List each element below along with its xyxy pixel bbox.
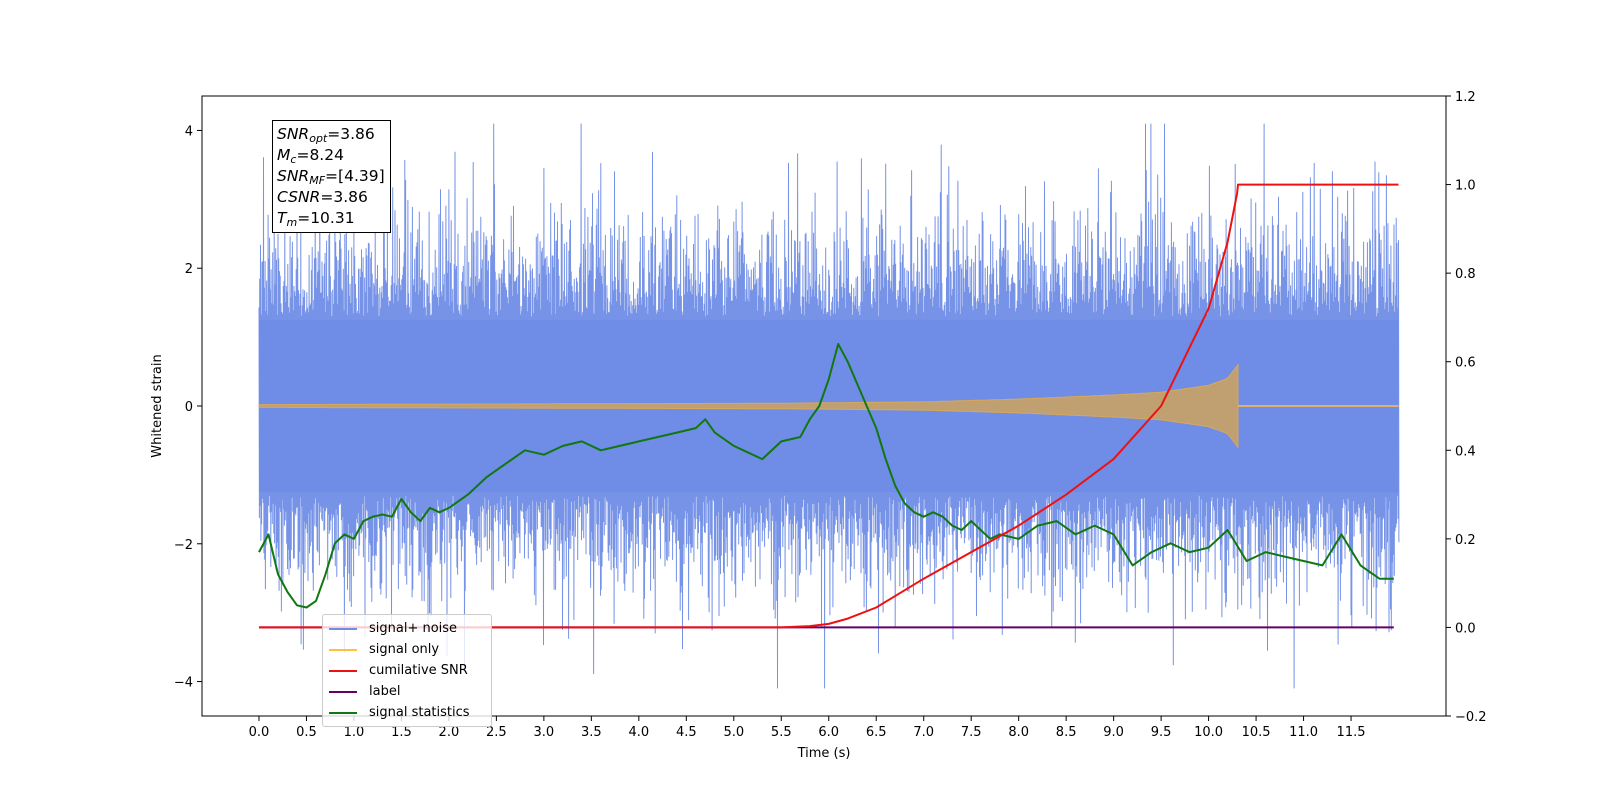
legend-label: cumilative SNR [369, 663, 468, 678]
legend-item-label: label [329, 681, 485, 702]
legend-swatch [329, 690, 357, 693]
y-right-tick-label: 0.8 [1455, 267, 1476, 282]
x-tick-label: 5.0 [723, 725, 744, 740]
x-tick-label: 8.5 [1056, 725, 1077, 740]
y-axis-title-left: Whitened strain [150, 354, 165, 457]
y-left-tick-label: −4 [174, 676, 193, 691]
x-tick-label: 0.5 [296, 725, 317, 740]
y-right-tick-label: 1.2 [1455, 90, 1476, 105]
legend-label: label [369, 684, 401, 699]
x-tick-label: 0.0 [249, 725, 270, 740]
snr-mf-value: [4.39] [338, 167, 385, 185]
x-tick-label: 2.0 [439, 725, 460, 740]
x-tick-label: 11.0 [1289, 725, 1318, 740]
x-tick-label: 5.5 [771, 725, 792, 740]
legend-item-cumulative-snr: cumilative SNR [329, 660, 485, 681]
x-tick-label: 8.0 [1008, 725, 1029, 740]
x-axis-title: Time (s) [797, 746, 851, 761]
csnr-line: CSNR=3.86 [277, 188, 368, 206]
x-tick-label: 4.0 [628, 725, 649, 740]
legend-item-signal-plus-noise: signal+ noise [329, 618, 485, 639]
y-left-tick-label: 4 [185, 124, 193, 139]
legend-label: signal+ noise [369, 621, 458, 636]
x-tick-label: 10.5 [1242, 725, 1271, 740]
signal-statistics-line [258, 343, 1394, 609]
x-tick-label: 1.5 [391, 725, 412, 740]
legend-item-signal-only: signal only [329, 639, 485, 660]
x-tick-label: 10.0 [1194, 725, 1223, 740]
legend-swatch [329, 648, 357, 651]
legend-label: signal only [369, 642, 440, 657]
axes: 0.0 0.5 1.0 1.5 2.0 2.5 3.0 3.5 4.0 4.5 5.0 5.5 6.0 6… [174, 90, 1487, 740]
x-tick-label: 6.0 [818, 725, 839, 740]
x-tick-label: 3.5 [581, 725, 602, 740]
legend-label: signal statistics [369, 705, 470, 720]
mc-value: 8.24 [309, 146, 344, 164]
tm-value: 10.31 [310, 209, 355, 227]
y-right-tick-label: 1.0 [1455, 179, 1476, 194]
x-tick-label: 11.5 [1337, 725, 1366, 740]
x-tick-label: 7.5 [961, 725, 982, 740]
y-right-tick-label: 0.6 [1455, 356, 1476, 371]
legend-swatch [329, 627, 357, 630]
x-tick-label: 4.5 [676, 725, 697, 740]
csnr-value: 3.86 [333, 188, 368, 206]
x-tick-label: 2.5 [486, 725, 507, 740]
cumilative-snr-line [259, 183, 1399, 629]
snr-mf-line: SNRMF=[4.39] [277, 167, 385, 187]
y-right-tick-label: 0.4 [1455, 444, 1476, 459]
y-right-tick-label: 0.2 [1455, 533, 1476, 548]
legend: signal+ noise signal only cumilative SNR… [322, 614, 492, 727]
snr-opt-line: SNRopt=3.86 [277, 125, 375, 145]
signal-only-series [258, 363, 1399, 449]
y-right-tick-label: −0.2 [1455, 710, 1487, 725]
y-right-tick-label: 0.0 [1455, 621, 1476, 636]
x-tick-label: 9.5 [1151, 725, 1172, 740]
x-tick-label: 7.0 [913, 725, 934, 740]
legend-item-signal-statistics: signal statistics [329, 702, 485, 723]
y-left-tick-label: 2 [185, 262, 193, 277]
legend-swatch [329, 711, 357, 714]
x-tick-label: 6.5 [866, 725, 887, 740]
legend-swatch [329, 669, 357, 672]
y-left-tick-label: 0 [185, 400, 193, 415]
x-tick-label: 9.0 [1103, 725, 1124, 740]
x-tick-label: 1.0 [344, 725, 365, 740]
mc-line: Mc=8.24 [277, 146, 344, 166]
signal-only-envelope [258, 363, 1239, 449]
annotation-box: SNRopt=3.86 Mc=8.24 SNRMF=[4.39] CSNR=3.… [272, 120, 391, 233]
y-left-tick-label: −2 [174, 538, 193, 553]
snr-opt-value: 3.86 [340, 125, 375, 143]
tm-line: Tm=10.31 [277, 209, 355, 229]
x-tick-label: 3.0 [534, 725, 555, 740]
